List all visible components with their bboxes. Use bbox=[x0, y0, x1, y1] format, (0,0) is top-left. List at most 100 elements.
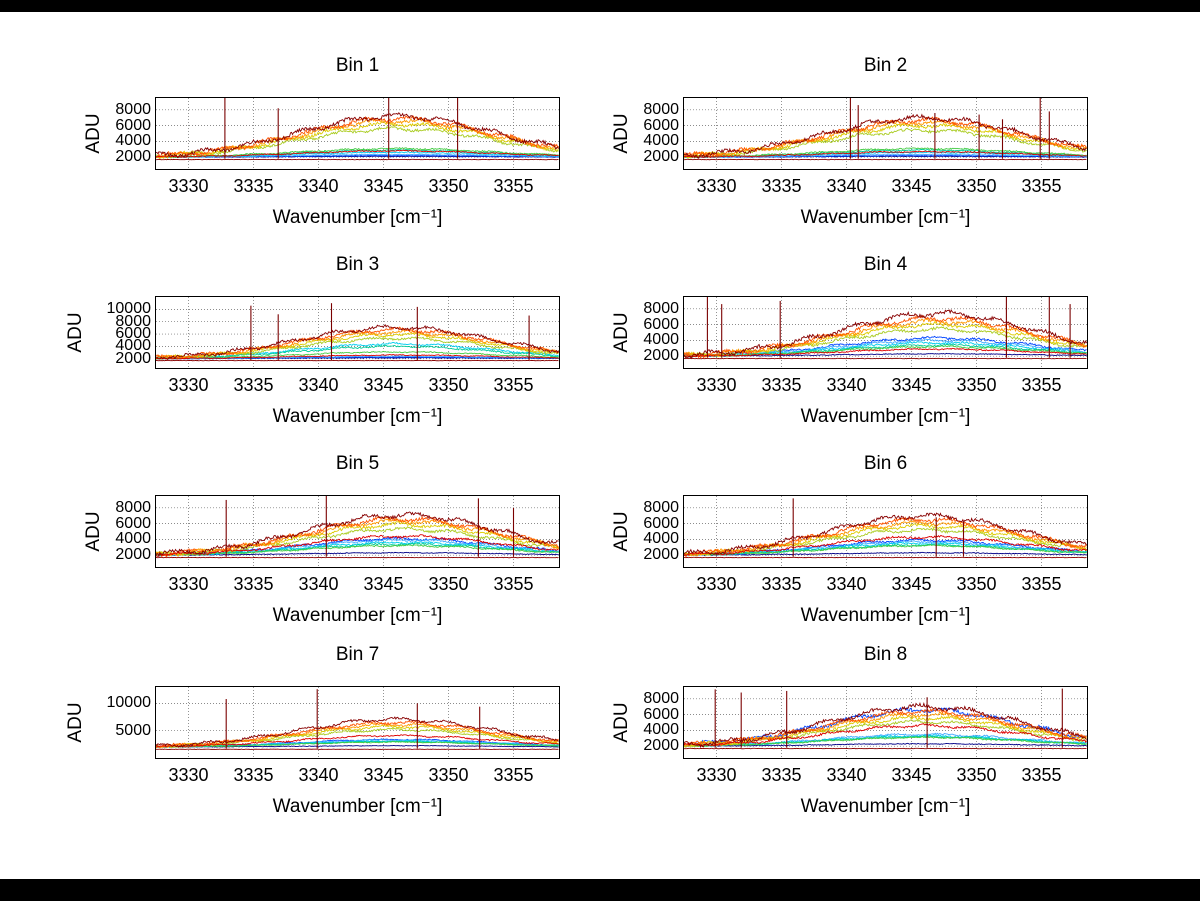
y-tick-label: 6000 bbox=[643, 315, 679, 333]
y-tick-label: 4000 bbox=[115, 132, 151, 150]
subplot-bin-8: Bin 8 ADU Wavenumber [cm⁻¹] 2000 4000 6000… bbox=[611, 644, 1088, 817]
subplot-bin-1: Bin 1 ADU Wavenumber [cm⁻¹] 2000 4000 6000… bbox=[83, 55, 560, 228]
x-tick-label: 3335 bbox=[761, 765, 802, 785]
y-tick-label: 2000 bbox=[643, 148, 679, 166]
plot-area bbox=[156, 496, 559, 567]
x-tick-label: 3330 bbox=[168, 574, 209, 594]
plot-area bbox=[684, 98, 1087, 169]
x-tick-label: 3330 bbox=[168, 375, 209, 395]
x-tick-label: 3330 bbox=[696, 574, 737, 594]
plot-area bbox=[156, 297, 559, 368]
x-tick-label: 3350 bbox=[428, 176, 469, 196]
x-tick-label: 3340 bbox=[298, 375, 339, 395]
y-tick-label: 2000 bbox=[643, 737, 679, 755]
plot-area bbox=[156, 98, 559, 169]
x-tick-label: 3330 bbox=[696, 765, 737, 785]
x-tick-label: 3340 bbox=[826, 765, 867, 785]
x-tick-label: 3355 bbox=[1021, 765, 1062, 785]
plot-title: Bin 4 bbox=[863, 254, 908, 275]
x-tick-label: 3340 bbox=[298, 765, 339, 785]
y-tick-label: 8000 bbox=[115, 312, 151, 330]
x-tick-label: 3345 bbox=[363, 765, 404, 785]
x-tick-label: 3335 bbox=[761, 574, 802, 594]
plot-area bbox=[684, 297, 1087, 368]
subplot-bin-3: Bin 3 ADU Wavenumber [cm⁻¹] 2000 4000 6000… bbox=[65, 254, 560, 427]
x-tick-label: 3330 bbox=[168, 765, 209, 785]
x-tick-label: 3350 bbox=[956, 574, 997, 594]
x-tick-label: 3355 bbox=[493, 574, 534, 594]
plot-area bbox=[684, 496, 1087, 567]
y-tick-label: 4000 bbox=[115, 530, 151, 548]
y-tick-label: 6000 bbox=[115, 514, 151, 532]
y-tick-label: 8000 bbox=[643, 689, 679, 707]
x-tick-label: 3350 bbox=[956, 176, 997, 196]
x-tick-label: 3350 bbox=[428, 574, 469, 594]
x-axis-label: Wavenumber [cm⁻¹] bbox=[272, 796, 443, 817]
x-axis-label: Wavenumber [cm⁻¹] bbox=[272, 207, 443, 228]
x-tick-label: 3335 bbox=[233, 375, 274, 395]
x-axis-label: Wavenumber [cm⁻¹] bbox=[272, 406, 443, 427]
x-tick-label: 3350 bbox=[428, 375, 469, 395]
y-tick-label: 6000 bbox=[115, 325, 151, 343]
y-tick-label: 2000 bbox=[115, 148, 151, 166]
x-tick-label: 3345 bbox=[891, 574, 932, 594]
x-tick-label: 3330 bbox=[168, 176, 209, 196]
x-tick-label: 3335 bbox=[233, 176, 274, 196]
x-tick-label: 3340 bbox=[298, 176, 339, 196]
x-tick-label: 3340 bbox=[298, 574, 339, 594]
y-axis-label: ADU bbox=[64, 312, 86, 353]
y-tick-label: 8000 bbox=[643, 299, 679, 317]
y-tick-label: 6000 bbox=[643, 705, 679, 723]
subplot-bin-7: Bin 7 ADU Wavenumber [cm⁻¹] 5000 10000 333… bbox=[65, 644, 560, 817]
x-tick-label: 3345 bbox=[363, 176, 404, 196]
x-tick-label: 3355 bbox=[493, 375, 534, 395]
y-tick-label: 10000 bbox=[106, 300, 152, 318]
y-tick-label: 6000 bbox=[115, 116, 151, 134]
y-tick-label: 6000 bbox=[643, 116, 679, 134]
x-tick-label: 3335 bbox=[233, 765, 274, 785]
plot-title: Bin 7 bbox=[335, 644, 380, 665]
x-tick-label: 3350 bbox=[956, 765, 997, 785]
y-tick-label: 4000 bbox=[643, 721, 679, 739]
subplot-bin-4: Bin 4 ADU Wavenumber [cm⁻¹] 2000 4000 6000… bbox=[611, 254, 1088, 427]
bottom-black-bar bbox=[0, 879, 1200, 901]
x-tick-label: 3345 bbox=[363, 375, 404, 395]
x-axis-label: Wavenumber [cm⁻¹] bbox=[800, 207, 971, 228]
y-tick-label: 4000 bbox=[643, 132, 679, 150]
x-tick-label: 3335 bbox=[761, 176, 802, 196]
y-tick-label: 4000 bbox=[643, 530, 679, 548]
plot-area bbox=[156, 687, 559, 758]
plot-title: Bin 2 bbox=[863, 55, 908, 76]
y-tick-label: 2000 bbox=[115, 546, 151, 564]
plot-title: Bin 6 bbox=[863, 453, 908, 474]
x-tick-label: 3330 bbox=[696, 375, 737, 395]
plot-title: Bin 5 bbox=[335, 453, 380, 474]
plot-title: Bin 1 bbox=[335, 55, 380, 76]
x-tick-label: 3330 bbox=[696, 176, 737, 196]
y-tick-label: 6000 bbox=[643, 514, 679, 532]
x-tick-label: 3350 bbox=[428, 765, 469, 785]
y-tick-label: 10000 bbox=[106, 694, 152, 712]
y-tick-label: 8000 bbox=[643, 100, 679, 118]
plot-area bbox=[684, 687, 1087, 758]
x-axis-label: Wavenumber [cm⁻¹] bbox=[800, 796, 971, 817]
subplot-bin-5: Bin 5 ADU Wavenumber [cm⁻¹] 2000 4000 6000… bbox=[83, 453, 560, 626]
x-tick-label: 3355 bbox=[1021, 574, 1062, 594]
x-tick-label: 3345 bbox=[891, 765, 932, 785]
x-tick-label: 3335 bbox=[761, 375, 802, 395]
x-axis-label: Wavenumber [cm⁻¹] bbox=[800, 605, 971, 626]
x-tick-label: 3350 bbox=[956, 375, 997, 395]
x-tick-label: 3355 bbox=[493, 765, 534, 785]
x-tick-label: 3340 bbox=[826, 375, 867, 395]
x-tick-label: 3355 bbox=[493, 176, 534, 196]
y-tick-label: 8000 bbox=[643, 498, 679, 516]
x-axis-label: Wavenumber [cm⁻¹] bbox=[800, 406, 971, 427]
y-tick-label: 2000 bbox=[643, 546, 679, 564]
x-tick-label: 3345 bbox=[891, 375, 932, 395]
y-axis-label: ADU bbox=[64, 702, 86, 743]
y-tick-label: 2000 bbox=[643, 347, 679, 365]
x-tick-label: 3340 bbox=[826, 574, 867, 594]
y-tick-label: 5000 bbox=[115, 721, 151, 739]
plot-title: Bin 3 bbox=[335, 254, 380, 275]
